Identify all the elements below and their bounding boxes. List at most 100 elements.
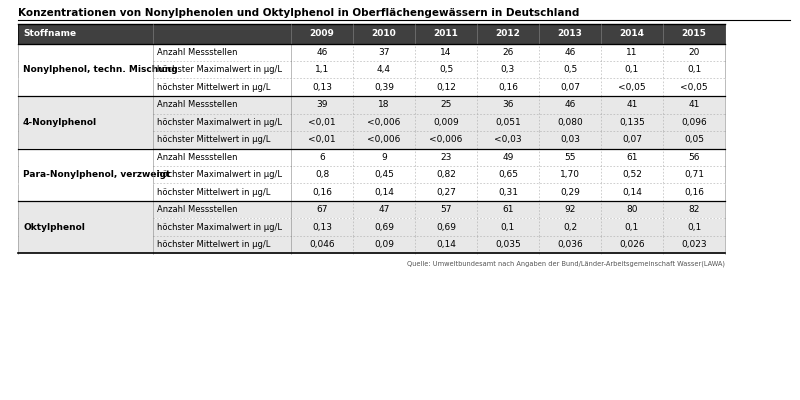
Text: 0,45: 0,45 [374,170,394,179]
Text: 25: 25 [440,100,452,109]
Text: Anzahl Messstellen: Anzahl Messstellen [157,205,238,214]
Text: 0,29: 0,29 [560,188,580,197]
Text: 36: 36 [502,100,514,109]
Text: 0,69: 0,69 [374,223,394,232]
Text: 37: 37 [378,48,390,57]
Text: 23: 23 [440,153,452,162]
Text: 0,023: 0,023 [681,240,707,249]
Text: 0,080: 0,080 [557,118,583,127]
Bar [153,184,725,201]
Bar [153,96,725,114]
Bar [18,148,153,201]
Bar [153,44,725,61]
Text: 47: 47 [378,205,390,214]
Text: höchster Mittelwert in µg/L: höchster Mittelwert in µg/L [157,135,270,144]
Text: <0,05: <0,05 [618,83,646,92]
Bar [18,44,153,96]
Text: 0,16: 0,16 [684,188,704,197]
Text: 41: 41 [626,100,638,109]
Text: 0,07: 0,07 [560,83,580,92]
Text: 0,12: 0,12 [436,83,456,92]
Text: <0,006: <0,006 [430,135,462,144]
Text: 0,096: 0,096 [681,118,707,127]
Text: <0,01: <0,01 [308,118,336,127]
Text: <0,01: <0,01 [308,135,336,144]
Text: höchster Maximalwert in µg/L: höchster Maximalwert in µg/L [157,170,282,179]
Text: 0,71: 0,71 [684,170,704,179]
Text: 67: 67 [316,205,328,214]
Text: höchster Mittelwert in µg/L: höchster Mittelwert in µg/L [157,83,270,92]
Text: 49: 49 [502,153,514,162]
Bar [153,166,725,184]
Text: <0,006: <0,006 [367,118,401,127]
Text: 18: 18 [378,100,390,109]
Text: 0,31: 0,31 [498,188,518,197]
Text: 0,14: 0,14 [622,188,642,197]
Text: höchster Maximalwert in µg/L: höchster Maximalwert in µg/L [157,65,282,74]
Text: 41: 41 [688,100,700,109]
Bar [153,61,725,78]
Text: 56: 56 [688,153,700,162]
Text: 1,1: 1,1 [315,65,329,74]
Text: <0,03: <0,03 [494,135,522,144]
Bar [153,148,725,166]
Text: Anzahl Messstellen: Anzahl Messstellen [157,48,238,57]
Text: 0,1: 0,1 [687,223,701,232]
Bar [18,201,153,254]
Text: 2012: 2012 [495,29,521,38]
Text: 0,16: 0,16 [312,188,332,197]
Text: 0,2: 0,2 [563,223,577,232]
Text: 0,1: 0,1 [687,65,701,74]
Text: Stoffname: Stoffname [23,29,76,38]
Text: 0,14: 0,14 [436,240,456,249]
Text: 4-Nonylphenol: 4-Nonylphenol [23,118,97,127]
Text: 39: 39 [316,100,328,109]
Text: 2010: 2010 [372,29,396,38]
Text: 2015: 2015 [682,29,706,38]
Text: 61: 61 [626,153,638,162]
Bar [153,78,725,96]
Text: 80: 80 [626,205,638,214]
Text: 0,27: 0,27 [436,188,456,197]
Text: 2013: 2013 [558,29,582,38]
Text: 9: 9 [381,153,387,162]
Text: 4,4: 4,4 [377,65,391,74]
Text: 0,3: 0,3 [501,65,515,74]
Text: höchster Mittelwert in µg/L: höchster Mittelwert in µg/L [157,188,270,197]
Text: 0,026: 0,026 [619,240,645,249]
Text: 0,009: 0,009 [433,118,459,127]
Text: Para-Nonylphenol, verzweigt: Para-Nonylphenol, verzweigt [23,170,170,179]
Text: 0,1: 0,1 [625,223,639,232]
Text: Oktylphenol: Oktylphenol [23,223,85,232]
Text: Konzentrationen von Nonylphenolen und Oktylphenol in Oberflächengewässern in Deu: Konzentrationen von Nonylphenolen und Ok… [18,8,579,18]
Text: 55: 55 [564,153,576,162]
Bar [153,236,725,254]
Text: Quelle: Umweltbundesamt nach Angaben der Bund/Länder-Arbeitsgemeinschaft Wasser(: Quelle: Umweltbundesamt nach Angaben der… [407,260,725,267]
Text: 0,03: 0,03 [560,135,580,144]
Text: 1,70: 1,70 [560,170,580,179]
Bar [153,218,725,236]
Text: 0,1: 0,1 [625,65,639,74]
Text: 0,13: 0,13 [312,223,332,232]
Text: 46: 46 [564,48,576,57]
Text: 82: 82 [688,205,700,214]
Text: 0,14: 0,14 [374,188,394,197]
Text: Nonylphenol, techn. Mischung: Nonylphenol, techn. Mischung [23,65,178,74]
Text: 0,05: 0,05 [684,135,704,144]
Text: 0,52: 0,52 [622,170,642,179]
Text: 0,65: 0,65 [498,170,518,179]
Text: 20: 20 [688,48,700,57]
Text: 0,135: 0,135 [619,118,645,127]
Text: 0,8: 0,8 [315,170,329,179]
Text: 0,82: 0,82 [436,170,456,179]
Text: 46: 46 [316,48,328,57]
Bar [153,114,725,131]
Text: 0,051: 0,051 [495,118,521,127]
Text: <0,05: <0,05 [680,83,708,92]
Text: 57: 57 [440,205,452,214]
Text: 61: 61 [502,205,514,214]
Text: 0,5: 0,5 [439,65,453,74]
Text: höchster Maximalwert in µg/L: höchster Maximalwert in µg/L [157,223,282,232]
Text: 92: 92 [564,205,576,214]
Bar [153,201,725,218]
